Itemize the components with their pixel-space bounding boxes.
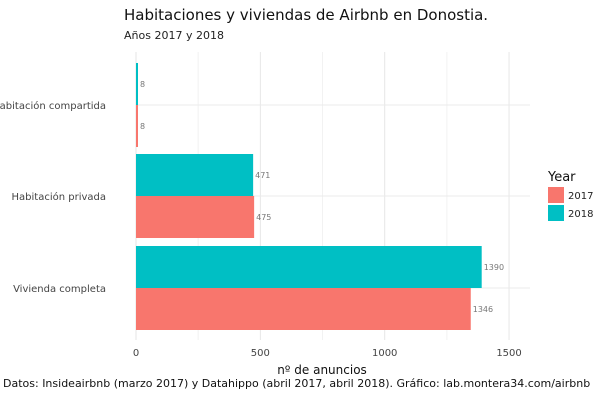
value-labels: 8 8 471 475 1390 1346 — [140, 80, 504, 314]
category-label: Habitación privada — [12, 191, 107, 203]
value-label: 8 — [140, 80, 145, 89]
value-label: 8 — [140, 122, 145, 131]
bar-2017-0 — [136, 105, 138, 147]
x-axis-label: nº de anuncios — [277, 363, 367, 377]
category-labels: Habitación compartida Habitación privada V… — [0, 100, 106, 295]
legend-swatch-2018 — [548, 205, 564, 221]
value-label: 471 — [255, 171, 270, 180]
legend-label: 2017 — [568, 191, 593, 202]
x-tick-label: 0 — [133, 348, 139, 359]
legend-swatch-2017 — [548, 187, 564, 203]
value-label: 475 — [256, 213, 271, 222]
bar-2017-1 — [136, 196, 255, 238]
x-tick-label: 1500 — [496, 348, 521, 359]
category-label: Habitación compartida — [0, 100, 106, 112]
legend: Year 2017 2018 — [547, 170, 593, 221]
legend-title: Year — [547, 170, 576, 185]
bar-2018-1 — [136, 154, 254, 196]
value-label: 1346 — [473, 305, 493, 314]
bars — [136, 63, 482, 330]
chart-subtitle: Años 2017 y 2018 — [124, 29, 224, 42]
chart-caption: Datos: Insideairbnb (marzo 2017) y Datah… — [3, 377, 591, 390]
x-tick-label: 500 — [251, 348, 270, 359]
x-tick-label: 1000 — [372, 348, 397, 359]
value-label: 1390 — [484, 263, 504, 272]
chart-title: Habitaciones y viviendas de Airbnb en Do… — [124, 6, 489, 24]
bar-2018-2 — [136, 246, 482, 288]
bar-2018-0 — [136, 63, 138, 105]
bar-2017-2 — [136, 288, 471, 330]
x-tick-labels: 0 500 1000 1500 — [133, 348, 522, 359]
legend-label: 2018 — [568, 209, 593, 220]
category-label: Vivienda completa — [13, 284, 106, 295]
